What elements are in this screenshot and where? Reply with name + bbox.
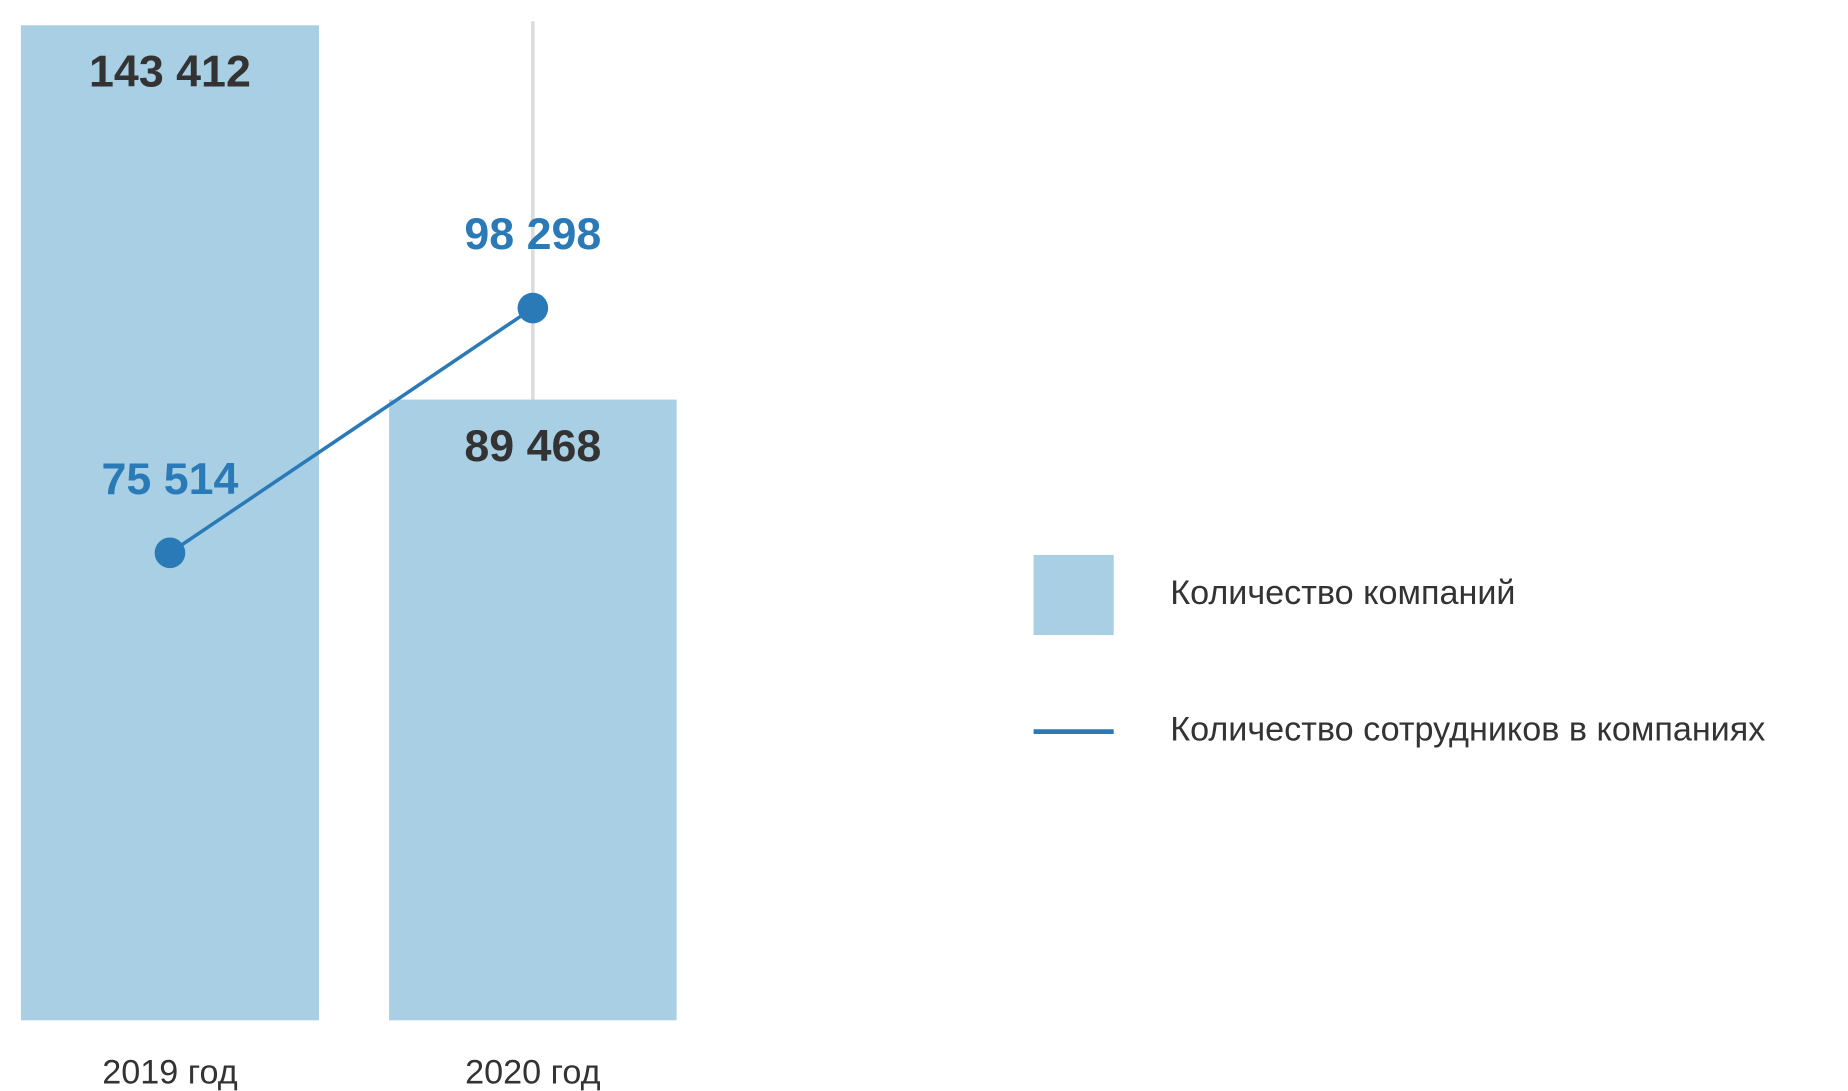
line-value-label: 75 514 <box>102 454 239 504</box>
legend-label: Количество компаний <box>1170 574 1515 612</box>
bar-value-label: 143 412 <box>89 47 251 97</box>
line-value-label: 98 298 <box>464 209 601 259</box>
x-tick-label: 2020 год <box>465 1054 600 1091</box>
line-point <box>517 292 549 324</box>
bar <box>389 399 677 1021</box>
line <box>168 306 534 555</box>
bar <box>20 25 320 1021</box>
legend-swatch <box>1033 554 1114 636</box>
legend-label: Количество сотрудников в компаниях <box>1170 711 1765 749</box>
bar-value-label: 89 468 <box>464 421 601 471</box>
x-tick-label: 2019 год <box>102 1054 237 1091</box>
line-point <box>154 537 186 569</box>
